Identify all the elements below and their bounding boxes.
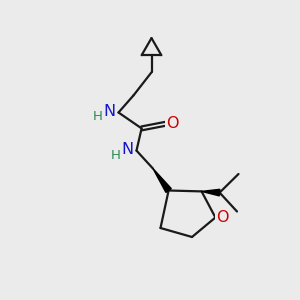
Polygon shape [202,189,220,196]
Text: N: N [103,103,116,118]
Text: O: O [166,116,179,130]
Text: H: H [93,110,103,123]
Text: H: H [111,148,121,162]
Text: O: O [216,210,229,225]
Polygon shape [153,169,171,192]
Text: N: N [122,142,134,157]
